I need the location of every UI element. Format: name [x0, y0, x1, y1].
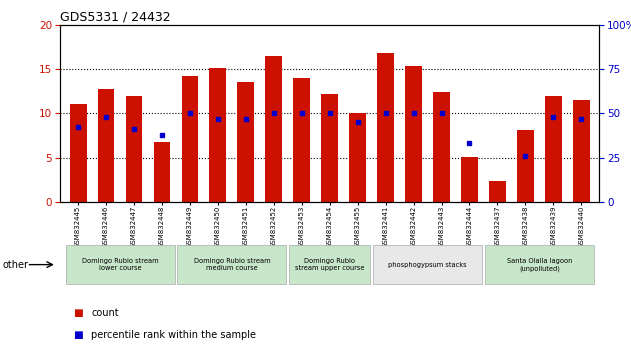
- Text: ■: ■: [73, 308, 82, 318]
- Bar: [266, 56, 282, 202]
- Bar: [489, 181, 506, 202]
- Text: ■: ■: [73, 330, 82, 339]
- Text: count: count: [91, 308, 119, 318]
- Bar: [485, 245, 594, 284]
- Bar: [237, 82, 254, 202]
- Bar: [182, 76, 198, 202]
- Bar: [289, 245, 370, 284]
- Bar: [433, 92, 450, 202]
- Text: Santa Olalla lagoon
(unpolluted): Santa Olalla lagoon (unpolluted): [507, 258, 572, 272]
- Bar: [517, 130, 534, 202]
- Text: GDS5331 / 24432: GDS5331 / 24432: [60, 11, 170, 24]
- Bar: [545, 96, 562, 202]
- Bar: [126, 96, 143, 202]
- Bar: [153, 142, 170, 202]
- Bar: [66, 245, 175, 284]
- Bar: [321, 94, 338, 202]
- Text: Domingo Rubio
stream upper course: Domingo Rubio stream upper course: [295, 258, 365, 272]
- Text: percentile rank within the sample: percentile rank within the sample: [91, 330, 256, 339]
- Bar: [461, 156, 478, 202]
- Text: Domingo Rubio stream
medium course: Domingo Rubio stream medium course: [194, 258, 270, 272]
- Bar: [293, 78, 310, 202]
- Bar: [350, 113, 366, 202]
- Text: phosphogypsum stacks: phosphogypsum stacks: [388, 262, 467, 268]
- Text: other: other: [3, 259, 28, 270]
- Bar: [573, 100, 589, 202]
- Bar: [405, 67, 422, 202]
- Bar: [209, 68, 227, 202]
- Bar: [377, 53, 394, 202]
- Bar: [70, 104, 86, 202]
- Bar: [373, 245, 482, 284]
- Bar: [98, 88, 114, 202]
- Bar: [177, 245, 286, 284]
- Text: Domingo Rubio stream
lower course: Domingo Rubio stream lower course: [82, 258, 158, 272]
